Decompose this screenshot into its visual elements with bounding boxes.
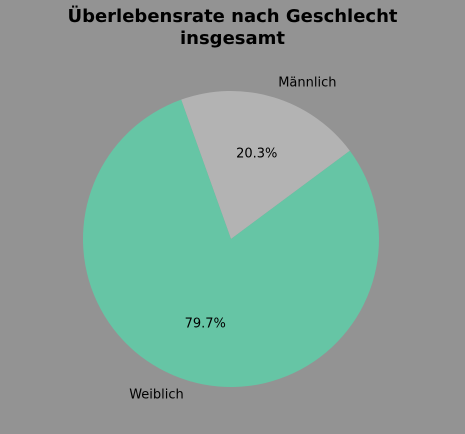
pie-slice-mannlich — [181, 90, 350, 240]
pie-category-label-mannlich: Männlich — [278, 76, 336, 91]
chart-title-line-1: Überlebensrate nach Geschlecht — [67, 6, 398, 27]
chart-title-line-2: insgesamt — [179, 28, 285, 49]
pie-percent-label-mannlich: 20.3% — [236, 147, 277, 162]
chart-title: Überlebensrate nach Geschlecht insgesamt — [0, 6, 465, 50]
pie-slice-weiblich — [82, 99, 379, 387]
pie-percent-label-weiblich: 79.7% — [185, 316, 226, 331]
pie-category-label-weiblich: Weiblich — [129, 387, 184, 402]
